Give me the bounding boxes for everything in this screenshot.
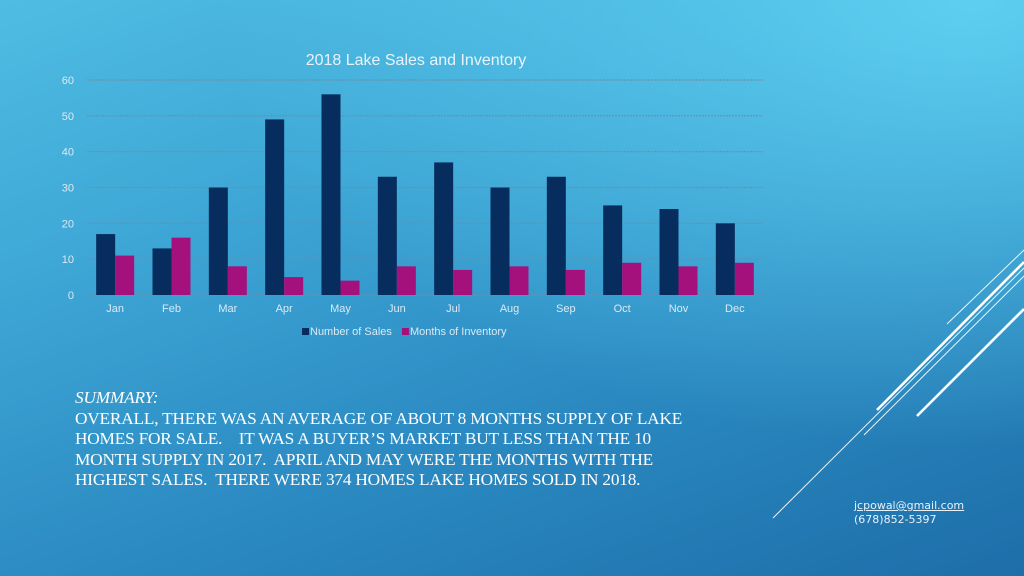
deco-line: [772, 267, 1024, 519]
bar-number-of-sales: [265, 119, 285, 296]
summary-line: MONTH SUPPLY IN 2017. APRIL AND MAY WERE…: [75, 449, 653, 469]
x-tick-label: May: [330, 303, 351, 315]
legend-swatch: [302, 328, 309, 335]
legend-label: Number of Sales: [310, 326, 392, 338]
bar-number-of-sales: [96, 234, 116, 295]
bar-number-of-sales: [603, 205, 623, 295]
x-tick-label: Jan: [106, 303, 124, 315]
deco-line: [863, 275, 1024, 436]
summary-line: HOMES FOR SALE. IT WAS A BUYER’S MARKET …: [75, 429, 651, 449]
bar-months-of-inventory: [734, 262, 754, 295]
bar-chart: 2018 Lake Sales and Inventory 0 10 20 30 40 5…: [62, 52, 763, 338]
bars: [96, 94, 754, 296]
y-tick-label: 40: [62, 147, 74, 159]
bar-number-of-sales: [546, 176, 566, 295]
x-tick-label: Jul: [446, 303, 460, 315]
deco-line: [916, 308, 1024, 417]
bar-months-of-inventory: [171, 237, 191, 295]
bar-number-of-sales: [490, 187, 510, 295]
y-tick-label: 0: [68, 290, 74, 302]
summary-line: OVERALL, THERE WAS AN AVERAGE OF ABOUT 8…: [75, 408, 683, 428]
bar-months-of-inventory: [396, 266, 416, 295]
contact-phone: (678)852-5397: [854, 513, 937, 526]
bar-number-of-sales: [377, 176, 397, 295]
bar-number-of-sales: [208, 187, 228, 295]
bar-number-of-sales: [321, 94, 341, 295]
bar-months-of-inventory: [509, 266, 529, 295]
y-tick-label: 10: [62, 254, 74, 266]
x-tick-label: Mar: [218, 303, 237, 315]
summary-heading: SUMMARY:: [75, 388, 159, 407]
y-tick-label: 60: [62, 75, 74, 87]
bar-number-of-sales: [659, 209, 679, 295]
summary-text: SUMMARY: OVERALL, THERE WAS AN AVERAGE O…: [75, 388, 795, 491]
x-tick-label: Feb: [162, 303, 181, 315]
chart-title: 2018 Lake Sales and Inventory: [306, 52, 527, 69]
gridlines: [87, 79, 763, 296]
legend-swatch: [401, 328, 409, 335]
bar-months-of-inventory: [115, 255, 135, 295]
bar-months-of-inventory: [340, 280, 360, 295]
bar-months-of-inventory: [227, 266, 247, 295]
x-tick-label: Jun: [388, 303, 406, 315]
deco-line: [946, 249, 1024, 325]
contact-info: jcpowal@gmail.com (678)852-5397: [854, 499, 964, 527]
y-tick-label: 50: [62, 111, 74, 123]
x-tick-label: Oct: [614, 303, 631, 315]
x-tick-label: Nov: [669, 303, 689, 315]
y-tick-label: 20: [62, 218, 74, 230]
y-tick-label: 30: [62, 183, 74, 195]
deco-line: [876, 261, 1024, 411]
bar-months-of-inventory: [622, 262, 642, 295]
legend-label: Months of Inventory: [410, 326, 507, 338]
y-axis-ticks: 0 10 20 30 40 50 60: [62, 75, 74, 302]
x-tick-label: Aug: [500, 303, 520, 315]
x-tick-label: Sep: [556, 303, 576, 315]
bar-months-of-inventory: [565, 269, 585, 295]
bar-number-of-sales: [434, 162, 454, 295]
summary-line: HIGHEST SALES. THERE WERE 374 HOMES LAKE…: [75, 470, 641, 490]
bar-months-of-inventory: [678, 266, 698, 295]
bar-months-of-inventory: [453, 269, 473, 295]
x-tick-label: Apr: [276, 303, 293, 315]
bar-number-of-sales: [715, 223, 735, 295]
x-axis-ticks: Jan Feb Mar Apr May Jun Jul Aug Sep Oct Nov Dec: [106, 303, 745, 315]
legend: Number of Sales Months of Inventory: [302, 326, 507, 338]
bar-number-of-sales: [152, 248, 172, 295]
contact-email-link[interactable]: jcpowal@gmail.com: [854, 499, 965, 512]
bar-months-of-inventory: [284, 277, 304, 295]
x-tick-label: Dec: [725, 303, 745, 315]
